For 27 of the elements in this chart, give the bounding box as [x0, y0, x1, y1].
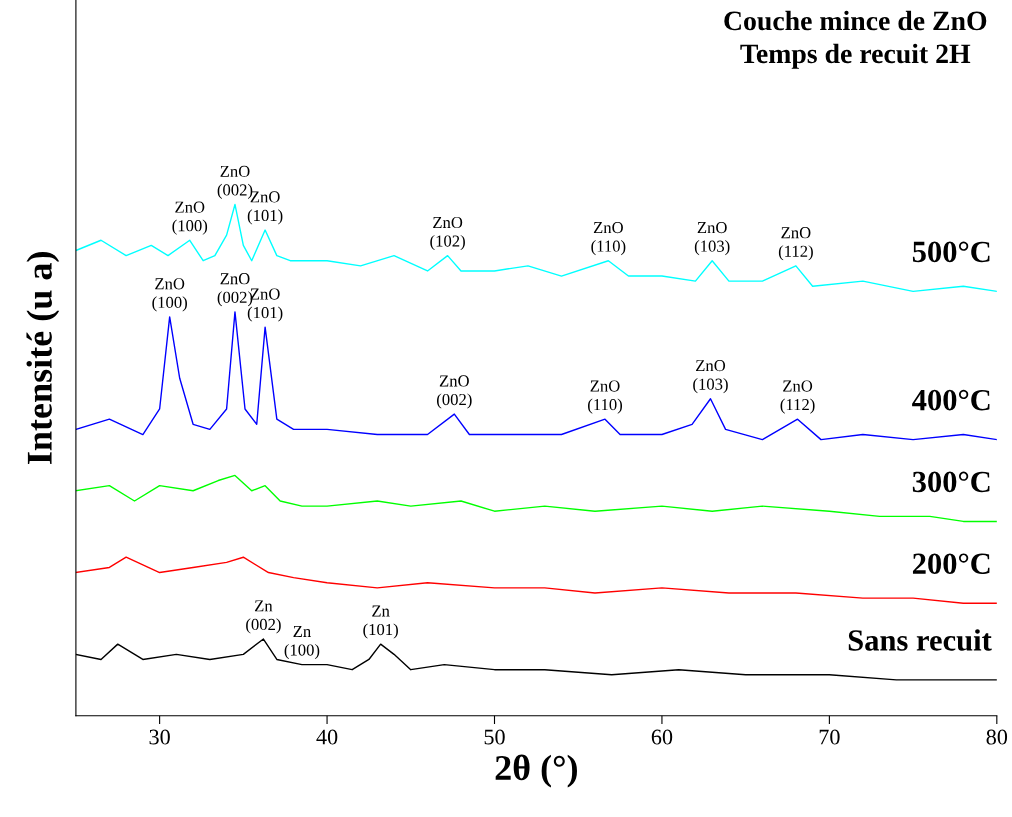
series-label: 500°C — [912, 241, 990, 263]
x-tick-label: 40 — [316, 729, 338, 745]
annotation: ZnO (110) — [591, 221, 626, 256]
annotation: Zn (002) — [246, 600, 281, 634]
x-tick-label: 50 — [484, 729, 505, 745]
annotation: ZnO (002) — [437, 375, 472, 409]
series-label: 300°C — [912, 471, 990, 493]
annotation: ZnO (112) — [780, 380, 815, 414]
series-label: Sans recuit — [848, 629, 992, 651]
annotation: ZnO (100) — [152, 278, 187, 312]
x-tick-label: 60 — [651, 729, 673, 745]
x-tick-label: 80 — [986, 729, 1008, 745]
x-tick-label: 30 — [149, 729, 170, 745]
annotation: ZnO (103) — [694, 221, 730, 256]
series-label: 400°C — [912, 389, 990, 411]
annotation: Zn (101) — [363, 605, 398, 639]
y-axis-title: Intensité (u a) — [26, 252, 60, 464]
x-tick-label: 70 — [819, 729, 840, 745]
chart-title: Couche mince de ZnO Temps de recuit 2H — [724, 10, 987, 69]
annotation: ZnO (112) — [778, 227, 813, 261]
annotation: ZnO (102) — [430, 216, 465, 251]
x-axis-title: 2θ (°) — [495, 754, 577, 788]
annotation: Zn (100) — [284, 625, 320, 660]
annotation: ZnO (110) — [588, 380, 623, 414]
annotation: ZnO (100) — [172, 201, 208, 235]
series-label: 200°C — [912, 553, 990, 575]
annotation: ZnO (103) — [693, 360, 728, 394]
